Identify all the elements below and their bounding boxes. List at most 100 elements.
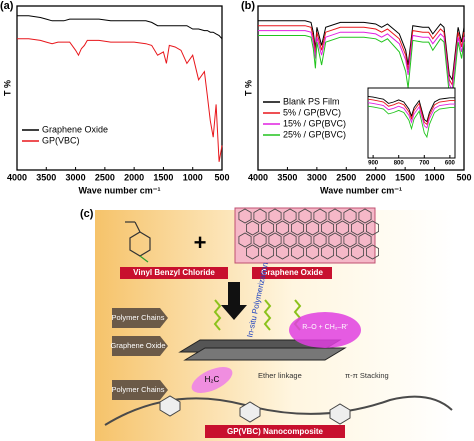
hexagon (260, 220, 275, 236)
monomer-label-box (120, 267, 228, 279)
sheet-hexagons (238, 208, 380, 260)
y-axis-label: T % (2, 80, 12, 96)
x-tick-label: 3000 (307, 172, 327, 182)
x-tick-label: 700 (419, 161, 430, 167)
tags (112, 308, 168, 400)
hexagon (253, 208, 267, 224)
hexagon (313, 232, 327, 248)
x-tick-label: 2000 (124, 172, 144, 182)
hexagon (350, 244, 365, 260)
series-line (367, 98, 455, 126)
x-tick-label: 3500 (277, 172, 297, 182)
x-tick-label: 3000 (66, 172, 86, 182)
sheet-label-box (252, 267, 332, 279)
hexagon (320, 244, 335, 260)
hexagon (253, 232, 267, 248)
reaction-bubble (289, 312, 361, 348)
hexagon (238, 208, 252, 224)
hexagon (283, 232, 297, 248)
hexagon (305, 244, 320, 260)
ether-label: Ether linkage (258, 371, 302, 380)
hexagon (275, 220, 290, 236)
series-line (367, 105, 455, 139)
series-line (367, 95, 455, 123)
x-tick-label: 1000 (425, 172, 445, 182)
process-arrow (221, 282, 247, 320)
group-bubble (191, 367, 233, 393)
panel-label: (c) (80, 208, 94, 220)
tag-label: Polymer Chains (112, 313, 165, 322)
y-axis-label: T % (243, 80, 253, 96)
x-tick-label: 500 (214, 172, 229, 182)
hexagon (320, 220, 335, 236)
x-tick-label: 600 (445, 161, 456, 167)
hexagon (328, 208, 342, 224)
legend-label: Graphene Oxide (42, 124, 108, 134)
x-tick-label: 500 (456, 172, 471, 182)
hexagon (365, 244, 380, 260)
hexagon (275, 244, 290, 260)
x-tick-label: 1000 (183, 172, 203, 182)
panel-label: (a) (0, 0, 14, 12)
x-tick-label: 900 (368, 161, 379, 167)
x-axis-label: Wave number cm⁻¹ (79, 185, 161, 195)
series-line (258, 20, 465, 82)
hexagon (238, 232, 252, 248)
legend-label: Blank PS Film (283, 96, 340, 106)
hexagon (245, 220, 260, 236)
x-tick-label: 4000 (248, 172, 268, 182)
product-label-box (205, 425, 345, 438)
hexagon (283, 208, 297, 224)
hexagon (245, 244, 260, 260)
backbone-rings (159, 395, 351, 425)
hexagon (358, 208, 372, 224)
hexagon (335, 220, 350, 236)
stacking-label: π-π Stacking (345, 371, 389, 380)
tag-label: Graphene Oxide (110, 341, 165, 350)
plus: + (194, 230, 207, 255)
hexagon (268, 208, 282, 224)
x-tick-label: 4000 (7, 172, 27, 182)
legend-label: 15% / GP(BVC) (283, 118, 346, 128)
plot-frame (16, 5, 223, 171)
panel-label: (b) (241, 0, 255, 12)
hexagon (365, 220, 380, 236)
hexagon (298, 232, 312, 248)
sheet-label: Graphene Oxide (261, 268, 323, 277)
hexagon (335, 244, 350, 260)
hexagon (343, 208, 357, 224)
x-tick-label: 2500 (336, 172, 356, 182)
hexagon (298, 208, 312, 224)
series-line (258, 25, 465, 87)
product-label: GP(VBC) Nanocomposite (227, 427, 324, 436)
x-tick-label: 800 (394, 161, 405, 167)
hexagon (350, 220, 365, 236)
monomer-structure (125, 221, 151, 263)
hexagon (290, 244, 305, 260)
tag-label: Polymer Chains (112, 385, 165, 394)
hexagon (328, 232, 342, 248)
hexagon (260, 244, 275, 260)
group-text: H₂C (205, 375, 220, 384)
hexagon (268, 232, 282, 248)
x-tick-label: 2000 (366, 172, 386, 182)
legend-label: GP(VBC) (42, 135, 80, 145)
series-line (17, 15, 223, 40)
monomer-label: Vinyl Benzyl Chloride (133, 268, 215, 277)
hexagon (305, 220, 320, 236)
x-axis-label: Wave number cm⁻¹ (320, 185, 402, 195)
hexagon (358, 232, 372, 248)
hexagon (290, 220, 305, 236)
reaction-text: R–O + CH₂–R′ (302, 324, 348, 331)
series-line (367, 102, 455, 129)
series-line (258, 30, 465, 92)
legend-label: 25% / GP(BVC) (283, 129, 346, 139)
hexagon (343, 232, 357, 248)
graphene-layer (178, 339, 347, 361)
x-tick-label: 2500 (95, 172, 115, 182)
series-line (258, 35, 465, 104)
x-tick-label: 3500 (36, 172, 56, 182)
legend-label: 5% / GP(BVC) (283, 107, 341, 117)
